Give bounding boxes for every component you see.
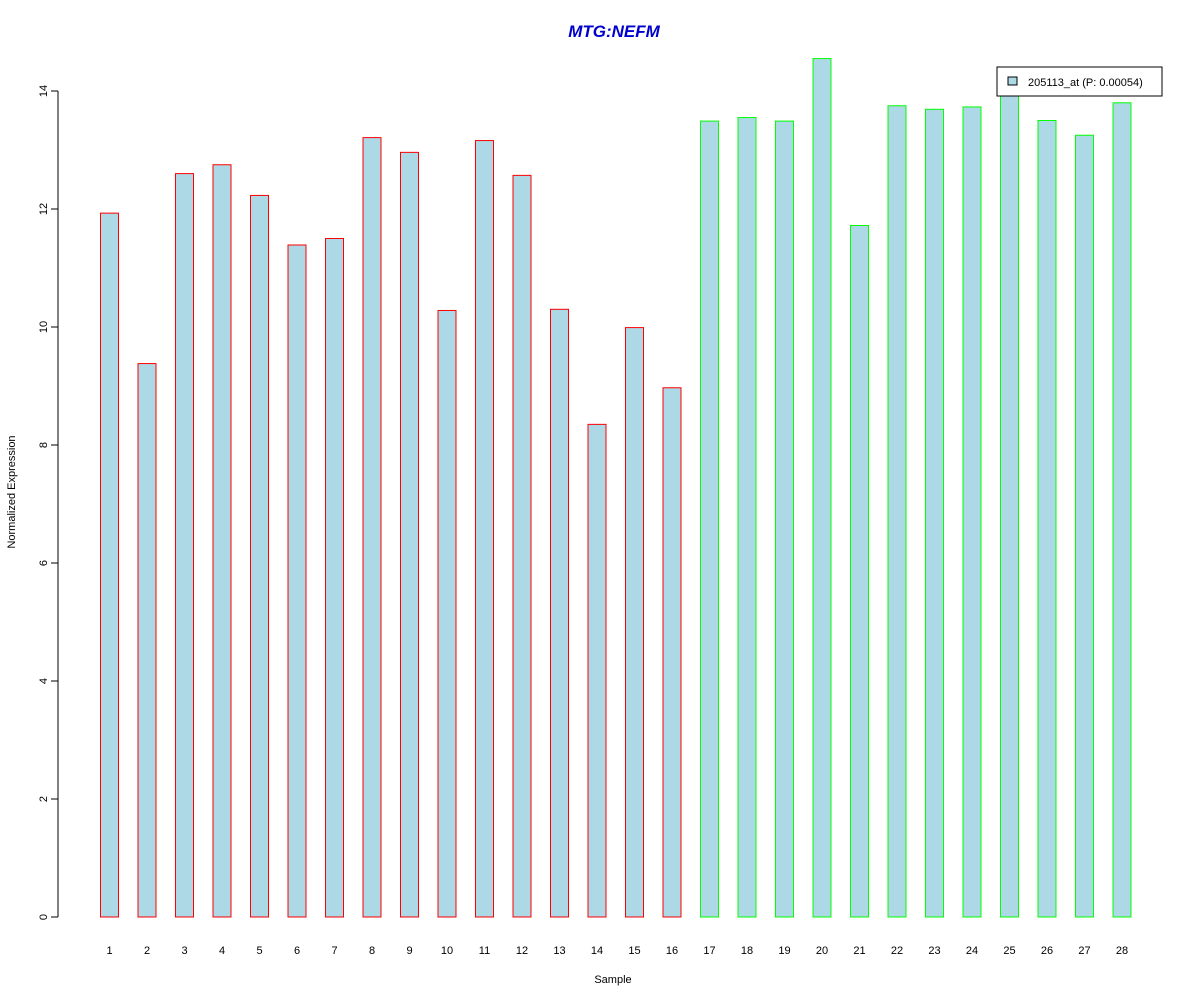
x-tick-label: 26 bbox=[1041, 945, 1053, 957]
bar-sample-15 bbox=[625, 327, 644, 918]
x-tick-label: 4 bbox=[219, 945, 225, 957]
y-tick-label: 12 bbox=[38, 203, 50, 215]
legend: 205113_at (P: 0.00054) bbox=[996, 66, 1163, 97]
x-tick-label: 5 bbox=[256, 945, 262, 957]
x-tick-label: 6 bbox=[294, 945, 300, 957]
bar-sample-22 bbox=[887, 105, 907, 918]
x-tick-labels: 1 2 3 4 5 6 7 8 9 10 11 12 13 14 15 16 17 18 19 20 21 22 23 24 2… bbox=[106, 945, 1128, 957]
bar-sample-11 bbox=[475, 140, 494, 918]
x-tick-label: 19 bbox=[778, 945, 790, 957]
bar-sample-4 bbox=[212, 164, 232, 918]
bar-sample-10 bbox=[437, 309, 457, 918]
bar-sample-1 bbox=[100, 212, 119, 918]
bar-sample-26 bbox=[1037, 120, 1057, 918]
x-tick-label: 14 bbox=[591, 945, 603, 957]
bars bbox=[100, 58, 1132, 918]
bar-sample-13 bbox=[550, 308, 569, 918]
y-tick-label: 4 bbox=[38, 678, 50, 684]
bar-sample-17 bbox=[700, 120, 719, 918]
legend-box bbox=[996, 66, 1163, 97]
y-tick-label: 2 bbox=[38, 796, 50, 802]
bar-sample-20 bbox=[812, 58, 832, 918]
x-tick-label: 28 bbox=[1116, 945, 1128, 957]
bar-sample-25 bbox=[1000, 91, 1019, 918]
bar-sample-5 bbox=[250, 194, 269, 918]
x-tick-label: 9 bbox=[406, 945, 412, 957]
x-tick-label: 23 bbox=[928, 945, 940, 957]
x-tick-label: 3 bbox=[181, 945, 187, 957]
bar-sample-7 bbox=[325, 238, 344, 918]
bar-sample-18 bbox=[737, 117, 757, 918]
bar-sample-3 bbox=[175, 173, 194, 918]
legend-swatch bbox=[1007, 76, 1018, 86]
x-tick-label: 15 bbox=[628, 945, 640, 957]
x-tick-label: 18 bbox=[741, 945, 753, 957]
bar-sample-23 bbox=[925, 108, 944, 918]
x-tick-label: 12 bbox=[516, 945, 528, 957]
x-tick-label: 20 bbox=[816, 945, 828, 957]
bar-sample-12 bbox=[512, 174, 532, 918]
y-tick-label: 10 bbox=[38, 321, 50, 333]
y-tick-label: 8 bbox=[38, 442, 50, 448]
x-tick-label: 1 bbox=[106, 945, 112, 957]
bar-sample-8 bbox=[362, 137, 382, 918]
y-axis-label: Normalized Expression bbox=[6, 435, 18, 548]
x-tick-label: 7 bbox=[331, 945, 337, 957]
x-tick-label: 17 bbox=[703, 945, 715, 957]
x-tick-label: 2 bbox=[144, 945, 150, 957]
y-tick-label: 6 bbox=[38, 560, 50, 566]
bar-sample-19 bbox=[775, 120, 794, 918]
x-tick-label: 8 bbox=[369, 945, 375, 957]
y-tick-label: 14 bbox=[38, 85, 50, 97]
bar-sample-27 bbox=[1075, 134, 1094, 918]
bar-sample-2 bbox=[137, 363, 157, 918]
bar-sample-28 bbox=[1112, 102, 1132, 918]
bar-sample-16 bbox=[662, 387, 682, 918]
x-tick-label: 25 bbox=[1003, 945, 1015, 957]
y-axis: 0 2 4 6 8 10 12 14 bbox=[38, 85, 59, 920]
x-tick-label: 27 bbox=[1078, 945, 1090, 957]
chart-title: MTG:NEFM bbox=[568, 22, 660, 41]
x-tick-label: 24 bbox=[966, 945, 978, 957]
y-tick-label: 0 bbox=[38, 914, 50, 920]
x-tick-label: 16 bbox=[666, 945, 678, 957]
bar-sample-24 bbox=[962, 106, 982, 918]
bar-sample-6 bbox=[287, 244, 307, 918]
x-tick-label: 10 bbox=[441, 945, 453, 957]
bar-sample-9 bbox=[400, 151, 419, 918]
x-tick-label: 11 bbox=[479, 945, 490, 957]
x-tick-label: 22 bbox=[891, 945, 903, 957]
x-axis-label: Sample bbox=[594, 974, 631, 986]
x-tick-label: 13 bbox=[553, 945, 565, 957]
x-tick-label: 21 bbox=[853, 945, 865, 957]
legend-label: 205113_at (P: 0.00054) bbox=[1028, 77, 1143, 89]
bar-sample-14 bbox=[587, 423, 607, 918]
bar-sample-21 bbox=[850, 225, 869, 918]
